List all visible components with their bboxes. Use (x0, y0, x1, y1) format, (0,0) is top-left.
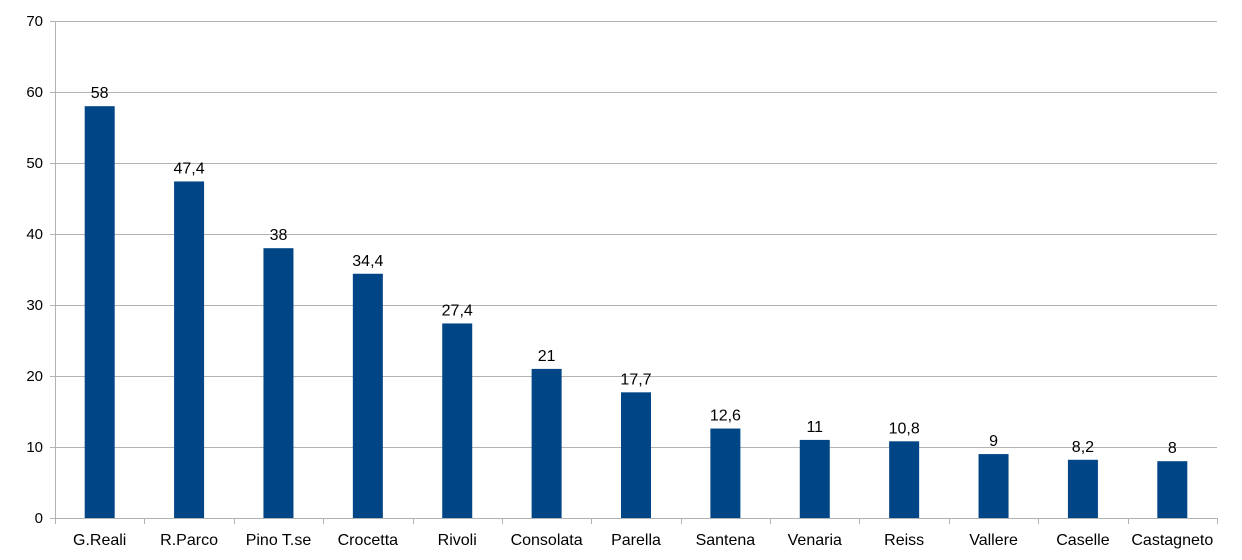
bars (84, 106, 1188, 518)
x-category-label: Venaria (788, 532, 842, 549)
y-tick-label: 30 (26, 297, 43, 314)
y-tick-label: 70 (26, 13, 43, 30)
bar (710, 428, 741, 518)
data-label: 34,4 (352, 253, 383, 270)
data-label: 27,4 (442, 302, 473, 319)
y-tick-label: 10 (26, 439, 43, 456)
x-category-label: Castagneto (1131, 532, 1213, 549)
y-tick-label: 60 (26, 84, 43, 101)
bar (978, 454, 1009, 518)
data-label: 21 (538, 348, 556, 365)
bar (174, 181, 205, 518)
x-category-label: Caselle (1056, 532, 1109, 549)
axes (55, 21, 1217, 519)
x-category-label: Santena (696, 532, 756, 549)
x-category-label: R.Parco (160, 532, 218, 549)
bar (352, 273, 383, 518)
bar (799, 439, 830, 518)
bar (84, 106, 115, 518)
x-category-label: Pino T.se (246, 532, 312, 549)
x-category-label: Rivoli (438, 532, 477, 549)
y-tick-label: 0 (35, 510, 43, 527)
data-label: 10,8 (889, 420, 920, 437)
bar (621, 392, 651, 518)
bar (1067, 459, 1098, 518)
x-category-label: Reiss (884, 532, 924, 549)
data-label: 58 (91, 85, 109, 102)
y-tick-label: 20 (26, 368, 43, 385)
data-label: 38 (270, 227, 288, 244)
bar (1157, 461, 1188, 518)
x-category-label: Parella (611, 532, 661, 549)
y-tick-label: 40 (26, 226, 43, 243)
data-label: 47,4 (174, 160, 205, 177)
y-axis-ticks: 0 10 20 30 40 50 60 70 (26, 13, 55, 527)
x-category-label: Consolata (511, 532, 583, 549)
data-labels: 58 47,4 38 34,4 27,4 21 17,7 12,6 11 10,8 9 8,2 8 (91, 85, 1177, 457)
data-label: 17,7 (620, 371, 651, 388)
bar (531, 368, 562, 518)
data-label: 8,2 (1072, 439, 1094, 456)
grid-lines (55, 21, 1217, 448)
bar (889, 441, 920, 518)
data-label: 8 (1168, 440, 1177, 457)
bar (442, 323, 473, 518)
data-label: 12,6 (710, 408, 741, 425)
x-category-label: Vallere (969, 532, 1018, 549)
data-label: 11 (806, 419, 823, 436)
x-category-label: G.Reali (73, 532, 126, 549)
x-axis-ticks: G.Reali R.Parco Pino T.se Crocetta Rivoli Con… (55, 518, 1218, 549)
y-tick-label: 50 (26, 155, 43, 172)
data-label: 9 (989, 433, 998, 450)
bar (263, 248, 294, 518)
x-category-label: Crocetta (338, 532, 399, 549)
